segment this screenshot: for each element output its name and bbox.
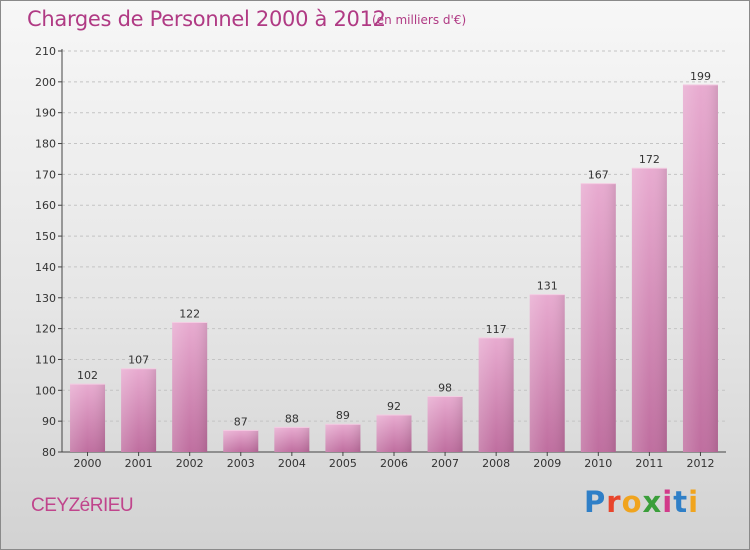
y-tick-label: 150 [35, 230, 56, 243]
chart-title: Charges de Personnel 2000 à 2012 [27, 7, 386, 31]
bar-value-label: 102 [77, 369, 98, 382]
bar-value-label: 88 [285, 412, 299, 425]
y-tick-label: 190 [35, 107, 56, 120]
logo-letter: x [642, 485, 663, 519]
bar-value-label: 117 [486, 323, 507, 336]
y-tick-label: 90 [42, 415, 56, 428]
x-tick-label: 2005 [329, 457, 357, 470]
bar-shade [274, 427, 310, 452]
bar-value-label: 89 [336, 409, 350, 422]
x-tick-label: 2004 [278, 457, 306, 470]
bar-value-label: 199 [690, 70, 711, 83]
y-tick-label: 200 [35, 76, 56, 89]
logo-letter: r [606, 485, 622, 519]
bar-shade [376, 414, 412, 452]
bar-value-label: 122 [179, 307, 200, 320]
bar-shade [529, 294, 565, 452]
y-tick-label: 180 [35, 138, 56, 151]
x-tick-label: 2007 [431, 457, 459, 470]
chart-subtitle: (en milliers d'€) [372, 13, 467, 27]
logo-letter: o [621, 485, 643, 519]
y-tick-label: 100 [35, 384, 56, 397]
bar-value-label: 87 [234, 415, 248, 428]
x-tick-label: 2002 [176, 457, 204, 470]
bar-value-label: 167 [588, 169, 609, 182]
commune-name: CEYZéRIEU [31, 495, 134, 516]
bar-value-label: 98 [438, 381, 452, 394]
bar-shade [631, 168, 667, 452]
x-tick-label: 2006 [380, 457, 408, 470]
logo-letter: i [662, 485, 674, 519]
y-tick-label: 120 [35, 323, 56, 336]
bar-shade [70, 384, 106, 452]
x-tick-label: 2001 [125, 457, 153, 470]
y-tick-label: 80 [42, 446, 56, 459]
x-tick-label: 2003 [227, 457, 255, 470]
bar-value-label: 131 [537, 280, 558, 293]
logo-letter: P [584, 485, 607, 519]
bar-shade [682, 84, 718, 452]
proxiti-logo[interactable]: Proxiti [584, 485, 699, 519]
y-tick-label: 160 [35, 199, 56, 212]
bar-shade [427, 396, 463, 452]
x-tick-label: 2010 [584, 457, 612, 470]
bar-shade [325, 424, 361, 452]
y-tick-label: 130 [35, 292, 56, 305]
bar-value-label: 172 [639, 153, 660, 166]
bar-shade [580, 183, 616, 452]
bar-shade [223, 430, 259, 452]
y-tick-label: 140 [35, 261, 56, 274]
bar-value-label: 107 [128, 354, 149, 367]
bar-shade [121, 368, 157, 452]
x-tick-label: 2012 [686, 457, 714, 470]
x-tick-label: 2000 [74, 457, 102, 470]
y-tick-label: 210 [35, 45, 56, 58]
bar-shade [478, 337, 514, 452]
bar-shade [172, 322, 208, 452]
x-tick-label: 2011 [635, 457, 663, 470]
logo-letter: t [673, 485, 689, 519]
x-tick-label: 2008 [482, 457, 510, 470]
x-tick-label: 2009 [533, 457, 561, 470]
y-tick-label: 110 [35, 353, 56, 366]
bar-value-label: 92 [387, 400, 401, 413]
logo-letter: i [688, 485, 700, 519]
y-tick-label: 170 [35, 168, 56, 181]
